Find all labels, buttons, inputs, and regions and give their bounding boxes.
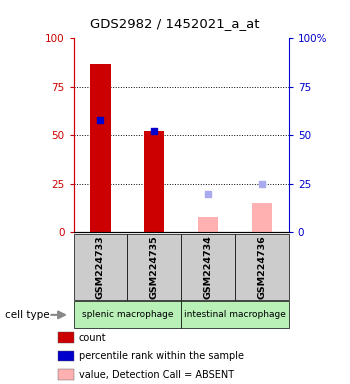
Text: count: count [79,333,106,343]
Text: GSM224736: GSM224736 [257,235,266,299]
Point [259,181,265,187]
Bar [74,234,127,300]
Bar [144,131,164,232]
Text: GSM224734: GSM224734 [204,235,212,299]
Text: GSM224735: GSM224735 [150,235,159,299]
Bar [181,301,289,328]
Bar [127,234,181,300]
Bar [181,234,235,300]
Text: GDS2982 / 1452021_a_at: GDS2982 / 1452021_a_at [90,17,260,30]
Text: splenic macrophage: splenic macrophage [82,310,173,319]
Point [152,128,157,134]
Text: percentile rank within the sample: percentile rank within the sample [79,351,244,361]
Text: GSM224733: GSM224733 [96,235,105,299]
Point [205,190,211,197]
Bar [235,234,289,300]
Bar [90,64,111,232]
Text: cell type: cell type [5,310,50,320]
Point [98,117,103,123]
Bar [74,301,181,328]
Bar [252,203,272,232]
Text: value, Detection Call = ABSENT: value, Detection Call = ABSENT [79,370,234,380]
Bar [198,217,218,232]
Text: intestinal macrophage: intestinal macrophage [184,310,286,319]
